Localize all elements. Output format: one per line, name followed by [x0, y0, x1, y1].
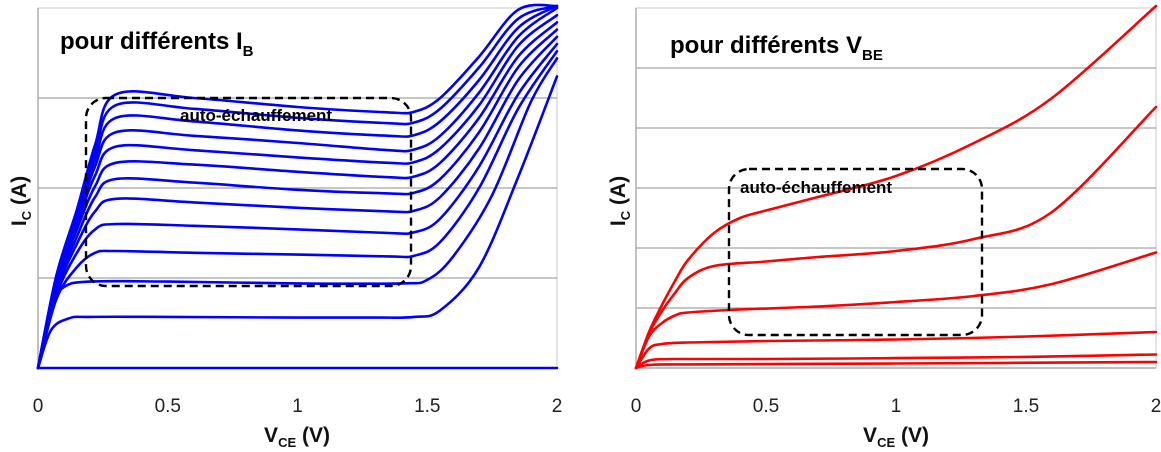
- x-tick-label-vbe-4: 2: [1151, 396, 1161, 417]
- series-group-ib: [36, 3, 559, 370]
- x-tick-label-ib-1: 0.5: [155, 396, 181, 417]
- x-tick-label-ib-0: 0: [33, 396, 44, 417]
- chart-title-ib-sub: B: [243, 43, 254, 60]
- series-line-vbe-6: [634, 4, 1158, 370]
- y-axis-label-vbe-main: I: [607, 220, 630, 226]
- chart-ib: 0 0.5 1 1.5 2 auto-échauffement pour différe…: [8, 3, 563, 450]
- y-axis-label-ib-sub: C: [19, 210, 34, 220]
- series-line-vbe-1: [634, 360, 1158, 370]
- annotation-label-vbe: auto-échauffement: [740, 178, 892, 197]
- chart-vbe: 0 0.5 1 1.5 2 auto-échauffement pour différe…: [607, 4, 1161, 450]
- series-line-ib-13: [36, 3, 559, 370]
- y-axis-label-vbe-suffix: (A): [607, 176, 630, 211]
- chart-title-vbe: pour différents VBE: [670, 32, 883, 64]
- x-axis-label-vbe-sub: CE: [877, 435, 895, 450]
- gridlines-vbe: [636, 67, 1156, 309]
- x-axis-label-ib: VCE (V): [264, 424, 330, 450]
- series-line-ib-7: [36, 28, 559, 370]
- x-axis-label-ib-sub: CE: [278, 435, 296, 450]
- x-tick-label-ib-2: 1: [292, 396, 303, 417]
- x-tick-label-vbe-0: 0: [631, 396, 642, 417]
- x-tick-labels-vbe: 0 0.5 1 1.5 2: [631, 396, 1161, 417]
- chart-title-vbe-main: pour différents V: [670, 32, 862, 59]
- y-axis-label-ib-suffix: (A): [8, 176, 31, 211]
- y-axis-label-vbe-sub: C: [618, 210, 633, 220]
- series-line-ib-5: [36, 42, 559, 370]
- series-line-vbe-2: [634, 353, 1158, 370]
- y-axis-label-ib: IC (A): [8, 176, 34, 226]
- x-tick-label-vbe-2: 1: [891, 396, 902, 417]
- chart-title-ib-main: pour différents I: [60, 28, 243, 55]
- series-line-vbe-5: [634, 105, 1158, 370]
- y-axis-label-ib-main: I: [8, 220, 31, 226]
- x-tick-label-vbe-3: 1.5: [1013, 396, 1039, 417]
- series-group-vbe: [634, 4, 1158, 370]
- x-axis-label-vbe-suffix: (V): [895, 424, 929, 447]
- annotation-label-ib: auto-échauffement: [180, 106, 332, 125]
- series-line-ib-6: [36, 35, 559, 370]
- annotation-box-ib: [84, 96, 413, 288]
- chart-title-vbe-sub: BE: [862, 47, 883, 64]
- x-tick-labels-ib: 0 0.5 1 1.5 2: [33, 396, 563, 417]
- x-axis-label-vbe: VCE (V): [863, 424, 929, 450]
- chart-title-ib: pour différents IB: [60, 28, 254, 60]
- series-line-ib-2: [36, 75, 559, 370]
- series-line-vbe-3: [634, 330, 1158, 370]
- x-axis-label-ib-main: V: [264, 424, 278, 447]
- series-line-ib-3: [36, 57, 559, 370]
- annotation-box-vbe: [727, 167, 984, 337]
- series-line-vbe-4: [634, 251, 1158, 370]
- y-axis-label-vbe: IC (A): [607, 176, 633, 226]
- x-tick-label-ib-3: 1.5: [414, 396, 440, 417]
- series-line-ib-8: [36, 21, 559, 370]
- series-line-ib-4: [36, 49, 559, 370]
- x-axis-label-vbe-main: V: [863, 424, 877, 447]
- x-axis-label-ib-suffix: (V): [296, 424, 330, 447]
- x-tick-label-vbe-1: 0.5: [753, 396, 779, 417]
- x-tick-label-ib-4: 2: [552, 396, 563, 417]
